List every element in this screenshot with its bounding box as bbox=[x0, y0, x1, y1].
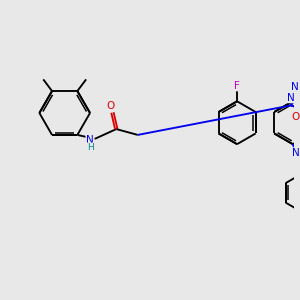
Text: F: F bbox=[234, 81, 240, 91]
Text: O: O bbox=[292, 112, 300, 122]
Text: N: N bbox=[291, 82, 298, 92]
Text: N: N bbox=[292, 148, 300, 158]
Text: N: N bbox=[86, 135, 94, 145]
Text: H: H bbox=[87, 143, 93, 152]
Text: O: O bbox=[106, 101, 115, 111]
Text: N: N bbox=[287, 93, 295, 103]
